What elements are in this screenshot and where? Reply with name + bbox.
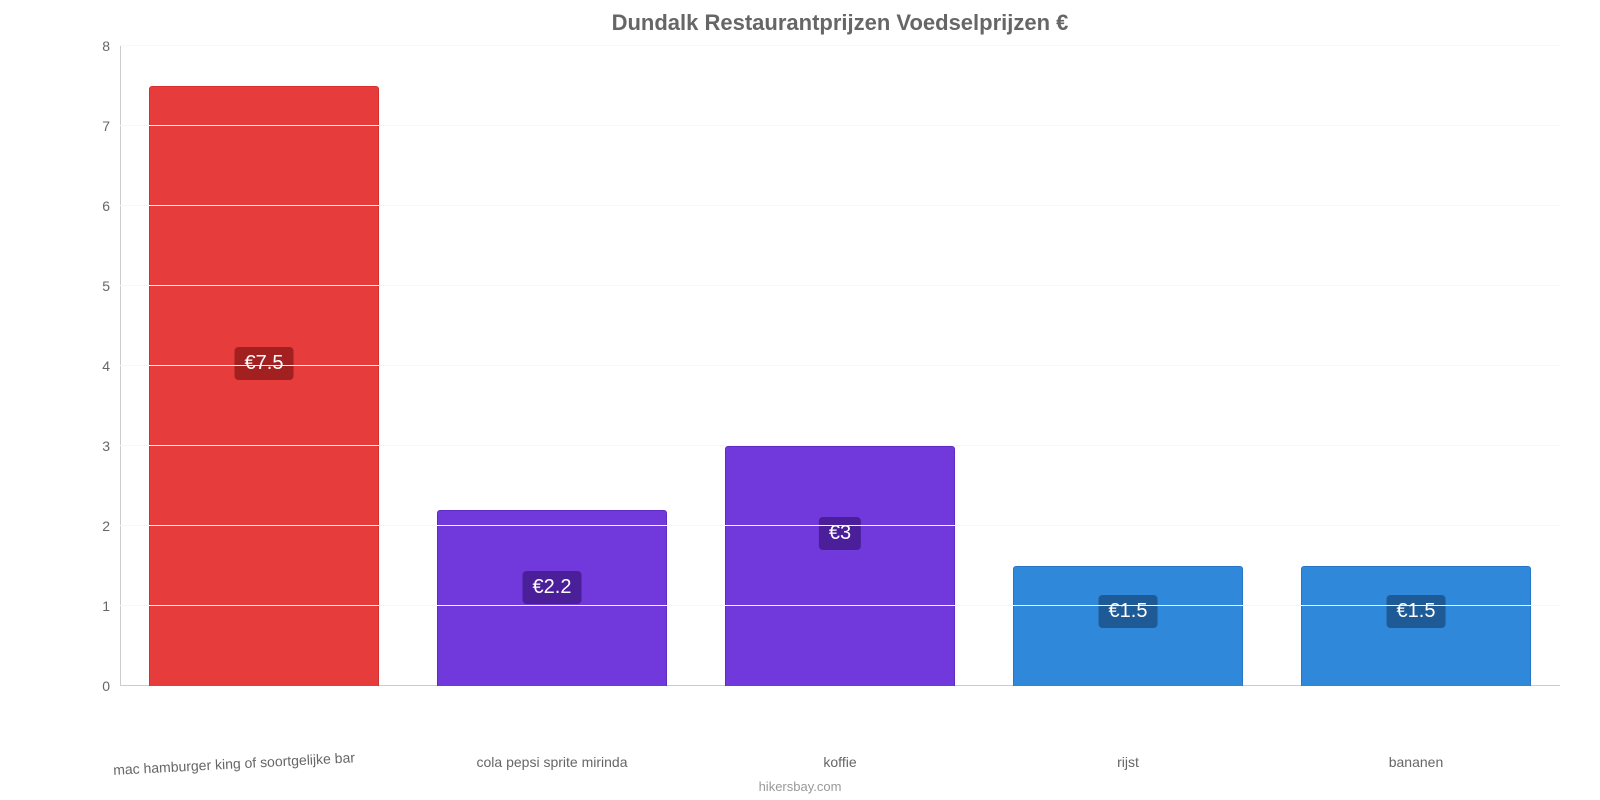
bar: €2.2 — [437, 510, 667, 686]
y-tick-label: 8 — [102, 38, 120, 54]
y-tick-label: 5 — [102, 278, 120, 294]
bar: €7.5 — [149, 86, 379, 686]
attribution-text: hikersbay.com — [0, 779, 1600, 794]
grid-line — [120, 365, 1560, 366]
grid-line — [120, 525, 1560, 526]
chart-container: Dundalk Restaurantprijzen Voedselprijzen… — [0, 0, 1600, 800]
x-axis-labels: mac hamburger king of soortgelijke barco… — [120, 754, 1560, 770]
bar-value-label: €7.5 — [235, 347, 294, 380]
y-tick-label: 4 — [102, 358, 120, 374]
bar-value-label: €3 — [819, 517, 861, 550]
y-tick-label: 6 — [102, 198, 120, 214]
grid-line — [120, 285, 1560, 286]
x-tick-label: rijst — [984, 754, 1272, 770]
bar: €1.5 — [1301, 566, 1531, 686]
bar-slot: €7.5 — [120, 46, 408, 686]
grid-line — [120, 605, 1560, 606]
grid-line — [120, 45, 1560, 46]
y-tick-label: 0 — [102, 678, 120, 694]
y-tick-label: 2 — [102, 518, 120, 534]
grid-line — [120, 445, 1560, 446]
chart-title: Dundalk Restaurantprijzen Voedselprijzen… — [120, 10, 1560, 36]
bar-slot: €2.2 — [408, 46, 696, 686]
bar-value-label: €2.2 — [523, 571, 582, 604]
x-tick-label: koffie — [696, 754, 984, 770]
bar-value-label: €1.5 — [1387, 595, 1446, 628]
bar-slot: €3 — [696, 46, 984, 686]
bar-slot: €1.5 — [1272, 46, 1560, 686]
grid-line — [120, 205, 1560, 206]
x-tick-label: mac hamburger king of soortgelijke bar — [90, 748, 378, 779]
y-tick-label: 1 — [102, 598, 120, 614]
bar-slot: €1.5 — [984, 46, 1272, 686]
y-tick-label: 7 — [102, 118, 120, 134]
bar: €3 — [725, 446, 955, 686]
x-tick-label: cola pepsi sprite mirinda — [408, 754, 696, 770]
y-tick-label: 3 — [102, 438, 120, 454]
grid-line — [120, 125, 1560, 126]
bars-wrap: €7.5 €2.2 €3 €1.5 €1.5 — [120, 46, 1560, 686]
bar: €1.5 — [1013, 566, 1243, 686]
bar-value-label: €1.5 — [1099, 595, 1158, 628]
x-tick-label: bananen — [1272, 754, 1560, 770]
plot-area: €7.5€2.2€3€1.5€1.5 012345678 — [120, 46, 1560, 686]
